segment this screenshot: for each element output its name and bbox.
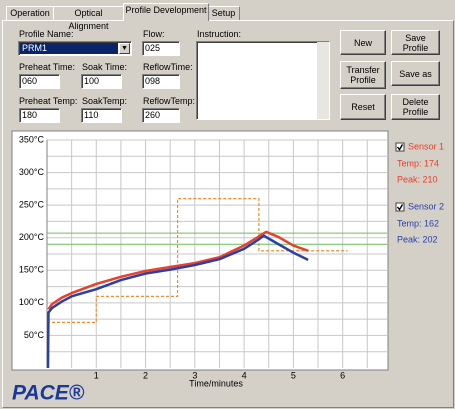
sensor-readout: Temp: 174 [397,158,439,168]
series-line [46,234,309,369]
checkmark [396,204,404,211]
x-tick-label: 6 [340,370,345,380]
field-label: Profile Name: [19,29,74,39]
text-input[interactable]: 098 [142,74,180,89]
text-input[interactable]: 060 [19,74,60,89]
field-label: Preheat Temp: [19,96,78,106]
button[interactable]: New [340,30,386,55]
field-label: Instruction: [197,29,242,39]
x-tick-label: 4 [242,370,247,380]
dropdown-value: PRM1 [20,43,118,54]
tab-panel [2,20,454,408]
instruction-textarea[interactable] [196,41,330,120]
x-tick-label: 1 [94,370,99,380]
field-label: ReflowTemp: [143,96,196,106]
y-tick-label: 350°C [19,134,45,144]
text-input[interactable]: 110 [81,108,122,123]
profile-dropdown[interactable]: PRM1 ▼ [18,41,132,56]
tab[interactable]: Profile Development [123,3,209,21]
field-label: Flow: [143,29,165,39]
field-label: SoakTemp: [82,96,128,106]
legend-label: Sensor 1 [408,141,444,151]
x-axis-label: Time/minutes [189,378,243,388]
y-tick-label: 250°C [19,200,45,210]
text-input[interactable]: 100 [81,74,122,89]
y-tick-label: 150°C [19,265,45,275]
chart-background [11,130,389,371]
field-label: ReflowTime: [143,62,193,72]
field-label: Soak Time: [82,62,128,72]
button[interactable]: Delete Profile [391,94,440,120]
field-label: Preheat Time: [19,62,76,72]
y-tick-label: 200°C [19,232,45,242]
legend-checkbox[interactable] [395,142,405,152]
button[interactable]: Save Profile [391,30,440,55]
y-tick-label: 50°C [24,330,45,340]
text-input[interactable]: 180 [19,108,60,123]
legend-label: Sensor 2 [408,201,444,211]
dropdown-arrow[interactable]: ▼ [119,43,130,54]
text-input[interactable]: 260 [142,108,180,123]
button[interactable]: Transfer Profile [340,61,386,89]
profile-line [47,198,348,323]
sensor-readout: Peak: 210 [397,174,438,184]
sensor-readout: Peak: 202 [397,234,438,244]
flow-input[interactable]: 025 [142,41,180,56]
scrollbar[interactable] [317,42,329,119]
y-tick-label: 300°C [19,167,45,177]
legend-checkbox[interactable] [395,202,405,212]
button[interactable]: Save as [391,61,440,86]
logo: PACE® [12,382,85,405]
button[interactable]: Reset [340,94,386,120]
x-tick-label: 3 [192,370,197,380]
checkmark [396,144,404,151]
series-line [47,230,309,311]
x-tick-label: 5 [291,370,296,380]
x-tick-label: 2 [143,370,148,380]
sensor-readout: Temp: 162 [397,218,439,228]
y-tick-label: 100°C [19,297,45,307]
